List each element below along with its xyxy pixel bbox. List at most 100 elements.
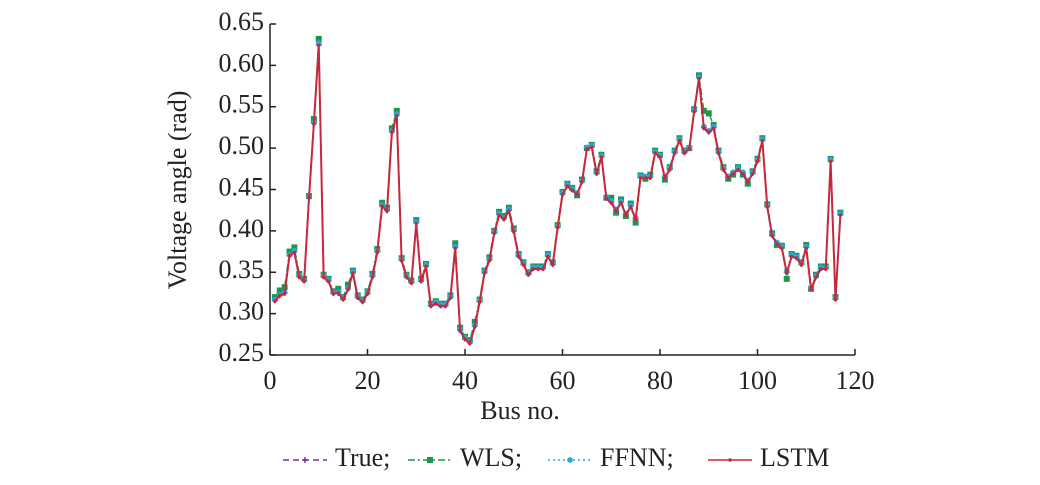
data-point — [526, 272, 531, 277]
data-point — [316, 43, 321, 48]
data-point — [745, 180, 750, 184]
data-point — [355, 296, 360, 300]
data-point — [302, 279, 306, 284]
data-point — [794, 256, 799, 260]
data-point — [780, 246, 784, 251]
data-point — [351, 271, 355, 275]
data-point — [702, 126, 706, 131]
data-point — [273, 299, 277, 304]
data-point — [633, 217, 638, 222]
data-point — [653, 151, 657, 155]
data-point — [326, 279, 331, 284]
data-point — [443, 304, 448, 308]
data-point — [632, 219, 639, 226]
data-point — [346, 287, 350, 292]
data-point — [809, 287, 813, 292]
data-point — [429, 304, 433, 308]
data-point — [705, 110, 712, 117]
x-tick-label: 40 — [452, 366, 478, 395]
data-point — [580, 180, 584, 184]
x-tick-label: 100 — [738, 366, 777, 395]
data-point — [277, 293, 282, 298]
data-point — [419, 279, 423, 284]
legend-marker — [567, 457, 573, 463]
data-point — [307, 195, 311, 200]
x-tick-label: 120 — [836, 366, 875, 395]
data-point — [594, 171, 599, 176]
data-point — [424, 264, 428, 269]
data-point — [394, 114, 399, 118]
data-point — [677, 138, 682, 143]
y-tick-label: 0.50 — [219, 131, 265, 160]
data-point — [433, 301, 438, 306]
data-point — [775, 242, 779, 246]
data-point — [345, 281, 351, 288]
data-point — [624, 213, 628, 217]
data-point — [487, 258, 492, 263]
data-point — [315, 35, 322, 42]
y-tick-label: 0.25 — [219, 338, 265, 367]
data-point — [370, 275, 375, 280]
legend-marker — [427, 457, 433, 463]
data-point — [385, 209, 389, 213]
data-point — [799, 263, 804, 267]
data-point — [414, 221, 419, 226]
data-point — [287, 253, 292, 258]
data-point — [276, 287, 283, 294]
data-point — [741, 171, 745, 176]
data-point — [648, 176, 653, 180]
data-point — [541, 267, 545, 271]
x-tick-label: 80 — [647, 366, 673, 395]
data-point — [438, 304, 443, 308]
data-point — [736, 167, 740, 172]
data-point — [492, 231, 497, 236]
data-point — [292, 250, 297, 255]
y-tick-label: 0.65 — [219, 7, 265, 36]
data-point — [360, 300, 365, 304]
data-point — [521, 263, 526, 267]
data-point — [609, 200, 614, 205]
data-point — [638, 176, 643, 180]
y-tick-label: 0.45 — [219, 172, 265, 201]
data-point — [589, 145, 594, 150]
data-point — [667, 167, 672, 172]
data-point — [682, 151, 687, 155]
data-point — [750, 171, 755, 176]
data-point — [608, 194, 615, 201]
data-point — [814, 275, 818, 280]
data-point — [833, 297, 838, 302]
data-point — [628, 205, 633, 209]
data-point — [565, 184, 570, 188]
data-point — [687, 147, 692, 151]
legend-label: WLS; — [460, 443, 522, 472]
data-point — [546, 254, 550, 259]
data-point — [375, 250, 380, 255]
data-point — [393, 107, 400, 114]
data-point — [697, 76, 701, 81]
legend-marker — [302, 457, 308, 463]
data-point — [297, 275, 302, 280]
data-point — [823, 267, 828, 271]
data-point — [468, 341, 472, 346]
data-point — [726, 176, 731, 180]
data-point — [331, 291, 336, 296]
data-point — [716, 151, 721, 155]
data-point — [497, 213, 501, 217]
data-point — [789, 254, 794, 259]
legend-label: True; — [335, 443, 390, 472]
data-point — [409, 281, 414, 285]
data-point — [770, 234, 774, 238]
data-point — [706, 130, 711, 135]
data-point — [511, 229, 516, 234]
data-point — [819, 267, 823, 271]
y-axis-label: Voltage angle (rad) — [163, 91, 192, 290]
data-point — [531, 267, 536, 271]
data-point — [452, 240, 459, 247]
data-point — [507, 209, 511, 213]
data-point — [604, 196, 609, 201]
data-point — [502, 217, 506, 222]
data-point — [804, 246, 809, 251]
data-point — [711, 126, 716, 131]
data-point — [575, 192, 579, 197]
